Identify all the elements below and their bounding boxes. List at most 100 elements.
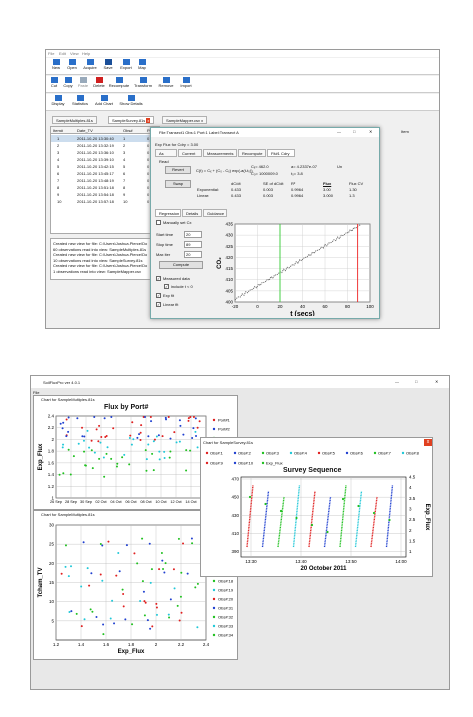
y-axis-label: Tcham_TV (38, 568, 44, 598)
max-iter-input[interactable]: 20 (184, 251, 202, 258)
data-point (100, 435, 103, 438)
show-details-button[interactable]: Show Details (117, 95, 145, 106)
manual-cx-checkbox[interactable] (156, 220, 161, 225)
table-row[interactable]: 2 2011-10-20 13:32:19 2 0 (51, 142, 159, 149)
results-cell: 0.433 (231, 187, 242, 192)
table-cell: 8 (123, 185, 126, 190)
table-row[interactable]: 6 2011-10-20 13:45:17 6 0 (51, 170, 159, 177)
column-header[interactable]: Pi (147, 128, 151, 133)
table-cell: 2011-10-20 13:42:15 (77, 164, 114, 169)
subtab-guidance[interactable]: Guidance (203, 209, 227, 217)
table-cell: 5 (57, 164, 60, 169)
add-chart-button[interactable]: Add Chart (92, 95, 116, 106)
column-header[interactable]: Date_TV (77, 128, 93, 133)
data-point (182, 433, 185, 436)
data-point (179, 595, 182, 598)
cut-button[interactable]: Cut (44, 77, 64, 88)
tab-measurements[interactable]: Measurements (203, 149, 237, 157)
copy-button[interactable]: Copy (58, 77, 78, 88)
display-button[interactable]: Display (48, 95, 68, 106)
stop-time-input[interactable]: 89 (184, 241, 202, 248)
data-point (133, 552, 136, 555)
minimize-icon[interactable]: — (337, 129, 341, 134)
save-button[interactable]: Save (98, 59, 118, 70)
close-icon[interactable]: x (424, 439, 432, 446)
menu-help[interactable]: Help (82, 51, 91, 56)
close-icon[interactable]: ✕ (369, 129, 373, 134)
menu-file[interactable]: File (48, 51, 55, 56)
minimize-icon[interactable]: — (395, 379, 399, 384)
tab-fit-1-cdry[interactable]: Fit#1 Cdry (267, 149, 295, 157)
table-cell: 0 (147, 150, 150, 155)
menu-file[interactable]: File (33, 390, 40, 395)
remove-button[interactable]: Remove (156, 77, 176, 88)
data-point (99, 543, 102, 546)
recompute-button[interactable]: Recompute (107, 77, 131, 88)
data-point (65, 435, 68, 438)
subtab-details[interactable]: Details (182, 209, 202, 217)
table-cell: 2011-10-20 13:32:19 (77, 143, 114, 148)
revert-button[interactable]: Revert (165, 166, 191, 174)
maximize-icon[interactable]: □ (415, 379, 418, 384)
data-point (67, 416, 70, 419)
table-row[interactable]: 10 2011-10-20 13:57:18 10 0 (51, 198, 159, 205)
data-point (77, 442, 80, 445)
close-icon[interactable]: ✕ (435, 379, 439, 384)
maximize-icon[interactable]: □ (353, 129, 356, 134)
open-button[interactable]: Open (62, 59, 82, 70)
x-tick-label: 40 (300, 304, 306, 309)
compute-button[interactable]: Compute (159, 261, 203, 269)
legend-marker (212, 579, 216, 583)
data-point (99, 441, 102, 444)
tab-sample-mapper[interactable]: SampleMapper.csv x (162, 116, 208, 124)
data-point (150, 568, 153, 571)
table-row[interactable]: 9 2011-10-20 13:54:18 9 0 (51, 191, 159, 198)
table-row[interactable]: 3 2011-10-20 13:36:10 3 0 (51, 149, 159, 156)
dialog-titlebar: File:Transect1 Obs:1 Port:1 Label:Transe… (151, 128, 379, 137)
tab-recompute[interactable]: Recompute (238, 149, 266, 157)
column-header[interactable]: Obs# (123, 128, 133, 133)
table-cell: 0 (147, 136, 150, 141)
data-point (70, 610, 73, 613)
map-button[interactable]: Map (132, 59, 152, 70)
measured-checkbox[interactable]: ✓ (156, 276, 161, 281)
legend-label: Port#2 (218, 427, 231, 432)
menu-edit[interactable]: Edit (59, 51, 66, 56)
data-point (111, 599, 114, 602)
tab-current[interactable]: Current (178, 149, 202, 157)
statistics-button[interactable]: Statistics (68, 95, 92, 106)
acquire-button[interactable]: Acquire (80, 59, 100, 70)
table-row[interactable]: 4 2011-10-20 13:39:10 4 0 (51, 156, 159, 163)
stop-time-label: Stop time (156, 242, 173, 247)
delete-button[interactable]: Delete (89, 77, 109, 88)
tab-as-read[interactable]: As Read (155, 149, 177, 164)
close-tab-icon[interactable]: x (146, 118, 151, 123)
column-header[interactable]: Item# (53, 128, 64, 133)
tab-sample-multiples[interactable]: SampleMultiples.81s (52, 116, 97, 124)
data-point (144, 416, 147, 418)
menu-view[interactable]: View (70, 51, 79, 56)
linfit-checkbox[interactable]: ✓ (156, 302, 161, 307)
table-row[interactable]: 1 2011-10-20 13:30:40 1 0 (51, 135, 159, 142)
subtab-regression[interactable]: Regression (155, 209, 181, 217)
table-row[interactable]: 5 2011-10-20 13:42:15 5 0 (51, 163, 159, 170)
new-button[interactable]: New (46, 59, 66, 70)
start-time-input[interactable]: 20 (184, 231, 202, 238)
table-row[interactable]: 7 2011-10-20 13:48:19 7 0 (51, 177, 159, 184)
swap-button[interactable]: Swap (165, 180, 191, 188)
data-point (173, 587, 176, 590)
tab-sample-survey[interactable]: SampleSurvey.81s x (108, 116, 155, 124)
flux-point (310, 523, 314, 527)
copy-icon (64, 77, 72, 83)
include-checkbox[interactable]: ✓ (164, 284, 169, 289)
import-button[interactable]: Import (176, 77, 196, 88)
expfit-checkbox[interactable]: ✓ (156, 293, 161, 298)
paste-button[interactable]: Paste (73, 77, 93, 88)
table-row[interactable]: 8 2011-10-20 13:51:18 8 0 (51, 184, 159, 191)
y-tick-label: 5 (51, 618, 54, 623)
transform-button[interactable]: Transform (131, 77, 155, 88)
table-cell: 2011-10-20 13:48:19 (77, 178, 114, 183)
export-button[interactable]: Export (116, 59, 136, 70)
survey-series (246, 484, 254, 548)
close-tab-icon[interactable]: x (201, 118, 204, 123)
